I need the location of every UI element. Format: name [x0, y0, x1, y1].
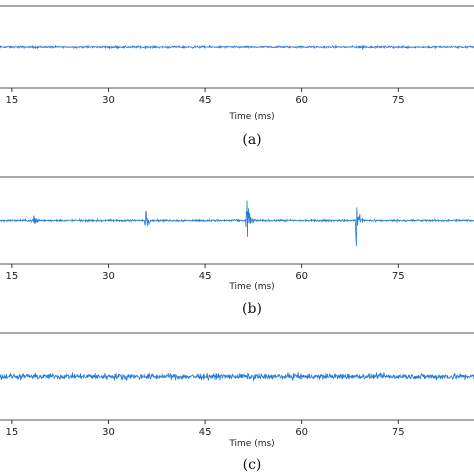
- x-tick-label: 30: [102, 271, 115, 282]
- x-tick-label: 45: [199, 271, 212, 282]
- x-tick-label: 30: [102, 95, 115, 106]
- signal-series: [0, 371, 474, 382]
- x-tick-label: 45: [199, 95, 212, 106]
- plot-frame: [0, 176, 474, 265]
- panel-caption: (a): [242, 132, 261, 148]
- x-axis-label: Time (ms): [228, 282, 274, 292]
- x-tick-label: 60: [295, 95, 308, 106]
- panel-a: 15 30 45 60 75 Time (ms) (a): [0, 5, 474, 148]
- signal-series: [0, 200, 474, 247]
- x-tick-label: 75: [392, 95, 405, 106]
- x-tick-label: 75: [392, 271, 405, 282]
- x-tick-label: 60: [295, 271, 308, 282]
- plot-frame: [0, 332, 474, 421]
- panel-caption: (b): [242, 301, 262, 317]
- x-tick-label: 60: [295, 427, 308, 438]
- signal-series: [0, 44, 474, 51]
- x-tick-label: 15: [6, 95, 19, 106]
- x-axis-label: Time (ms): [228, 112, 274, 122]
- plot-frame: [0, 5, 474, 89]
- x-tick-label: 30: [102, 427, 115, 438]
- panel-b: 15 30 45 60 75 Time (ms) (b): [0, 176, 474, 317]
- x-tick-label: 45: [199, 427, 212, 438]
- x-tick-label: 15: [6, 271, 19, 282]
- panel-caption: (c): [243, 457, 262, 473]
- x-tick-label: 75: [392, 427, 405, 438]
- panel-c: 15 30 45 60 75 Time (ms) (c): [0, 332, 474, 473]
- x-tick-label: 15: [6, 427, 19, 438]
- x-axis-label: Time (ms): [228, 439, 274, 449]
